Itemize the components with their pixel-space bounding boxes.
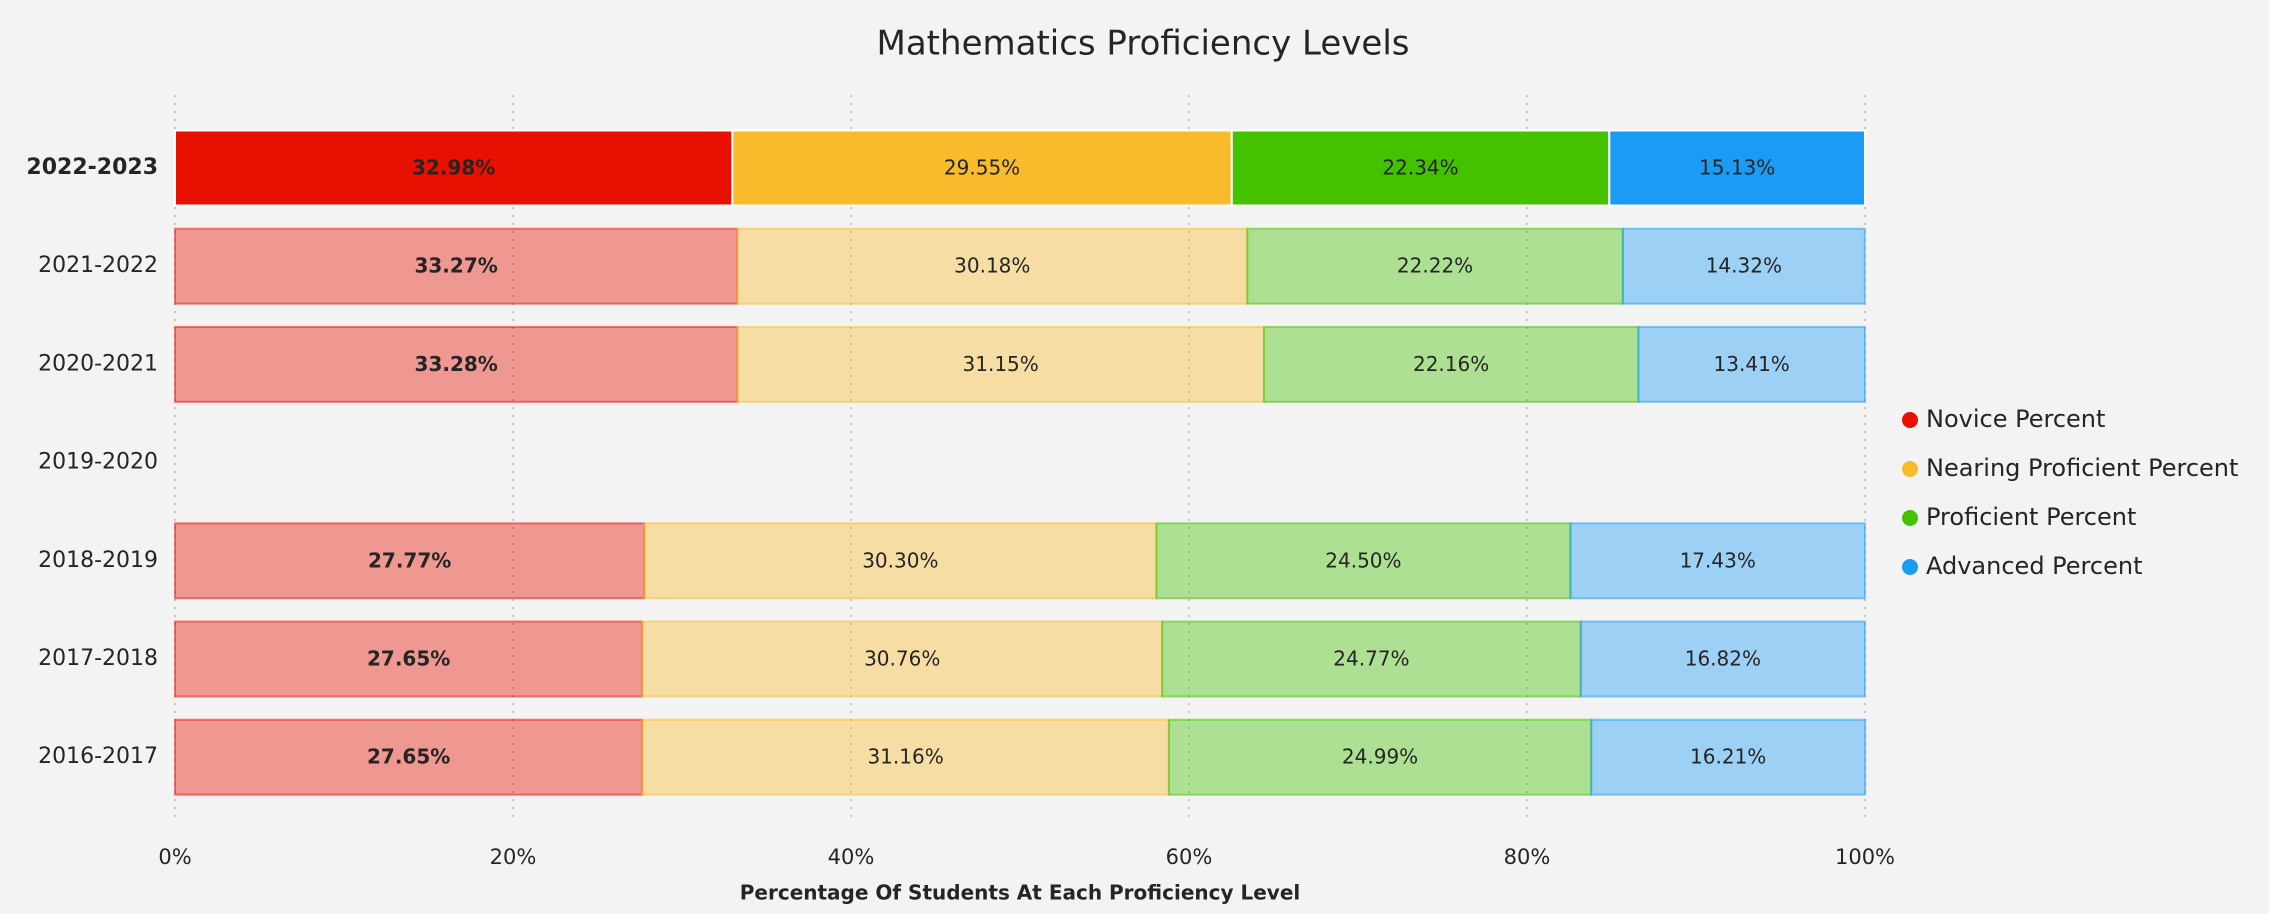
data-label: 22.16% [1413, 352, 1489, 376]
data-label: 22.22% [1397, 254, 1473, 278]
bar-segment [1262, 325, 1640, 403]
bar-segment [1621, 227, 1866, 305]
legend-label: Advanced Percent [1926, 552, 2142, 580]
bar-segment [174, 718, 644, 796]
bar-segment [1155, 522, 1572, 600]
bar-segment [641, 718, 1170, 796]
x-axis-label: Percentage Of Students At Each Proficien… [740, 881, 1301, 905]
data-label: 27.65% [367, 745, 450, 769]
data-label: 22.34% [1382, 156, 1458, 180]
bar-segment [1161, 620, 1582, 698]
data-label: 33.28% [415, 352, 498, 376]
legend-label: Novice Percent [1926, 405, 2105, 433]
legend-label: Nearing Proficient Percent [1926, 454, 2238, 482]
bar-segment [1579, 620, 1866, 698]
y-tick-label: 2018-2019 [38, 548, 158, 573]
bar-segment [174, 227, 739, 305]
data-label: 30.76% [864, 647, 940, 671]
bar-segment [731, 129, 1233, 207]
y-tick-label: 2021-2022 [38, 253, 158, 278]
y-tick-label: 2020-2021 [38, 351, 158, 376]
data-label: 16.21% [1690, 745, 1766, 769]
data-label: 13.41% [1714, 352, 1790, 376]
data-label: 24.99% [1342, 745, 1418, 769]
y-tick-label: 2022-2023 [26, 155, 158, 180]
data-label: 31.15% [963, 352, 1039, 376]
bar-segment [174, 522, 646, 600]
bar-segment [1637, 325, 1866, 403]
x-tick-label: 20% [490, 845, 537, 869]
bar-segment [736, 227, 1249, 305]
data-label: 24.50% [1325, 548, 1401, 572]
bar-segment [1246, 227, 1624, 305]
bar-segment [641, 620, 1164, 698]
legend-marker [1902, 510, 1918, 526]
bar-segment [1230, 129, 1611, 207]
bar-segment [1569, 522, 1866, 600]
legend-marker [1902, 461, 1918, 477]
data-label: 31.16% [867, 745, 943, 769]
data-label: 15.13% [1699, 156, 1775, 180]
data-label: 30.30% [862, 548, 938, 572]
legend-label: Proficient Percent [1926, 503, 2136, 531]
data-label: 24.77% [1333, 647, 1409, 671]
y-tick-label: 2016-2017 [38, 744, 158, 769]
data-label: 27.65% [367, 647, 450, 671]
data-label: 14.32% [1706, 254, 1782, 278]
data-label: 29.55% [944, 156, 1020, 180]
data-label: 16.82% [1685, 647, 1761, 671]
x-tick-label: 60% [1166, 845, 1213, 869]
data-label: 33.27% [414, 254, 497, 278]
x-tick-label: 40% [828, 845, 875, 869]
legend-marker [1902, 412, 1918, 428]
x-tick-label: 100% [1835, 845, 1895, 869]
bar-segment [1590, 718, 1867, 796]
x-tick-label: 80% [1504, 845, 1551, 869]
data-label: 32.98% [412, 156, 495, 180]
bar-segment [174, 129, 734, 207]
bar-segment [1608, 129, 1866, 207]
bar-segment [174, 620, 644, 698]
legend-marker [1902, 559, 1918, 575]
bar-segment [174, 325, 739, 403]
x-tick-label: 0% [158, 845, 191, 869]
data-label: 27.77% [368, 548, 451, 572]
data-label: 30.18% [954, 254, 1030, 278]
y-tick-label: 2019-2020 [38, 450, 158, 475]
data-label: 17.43% [1680, 548, 1756, 572]
y-tick-label: 2017-2018 [38, 646, 158, 671]
bar-segment [1167, 718, 1593, 796]
chart-title: Mathematics Proficiency Levels [877, 24, 1410, 64]
